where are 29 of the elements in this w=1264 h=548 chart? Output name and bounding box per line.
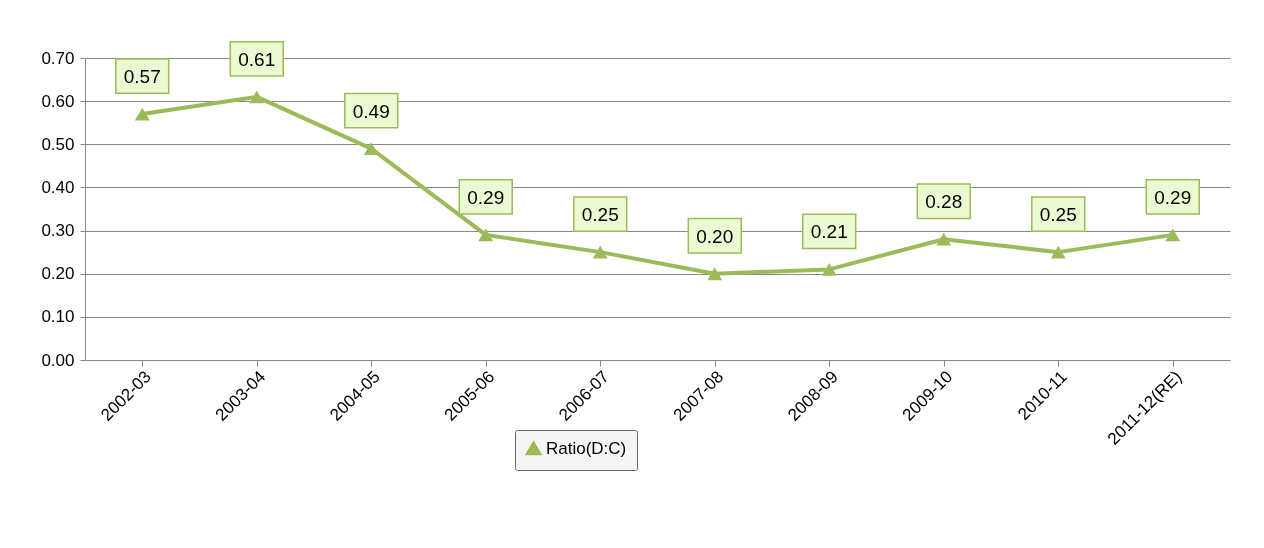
y-tick-label: 0.30 <box>41 221 75 241</box>
point <box>1165 228 1181 242</box>
y-tick-label: 0.20 <box>41 264 75 284</box>
data-label: 0.29 <box>467 186 505 208</box>
data-label: 0.28 <box>925 191 963 213</box>
y-tick-label: 0.60 <box>41 91 75 111</box>
point <box>363 142 379 156</box>
y-tick-label: 0.00 <box>41 350 75 370</box>
y-tick-label: 0.10 <box>41 307 75 327</box>
y-tick-label: 0.50 <box>41 134 75 154</box>
point <box>478 228 494 242</box>
point <box>592 245 608 259</box>
data-label: 0.25 <box>1039 204 1077 226</box>
y-tick-label: 0.40 <box>41 177 75 197</box>
point <box>1050 245 1066 259</box>
legend-label: Ratio(D:C) <box>546 438 627 458</box>
data-label: 0.25 <box>581 204 619 226</box>
data-label: 0.29 <box>1154 186 1192 208</box>
data-label: 0.61 <box>238 48 276 70</box>
point <box>936 232 952 246</box>
y-tick-label: 0.70 <box>41 48 75 68</box>
data-label: 0.57 <box>123 66 161 88</box>
point <box>821 262 837 276</box>
point <box>249 90 265 104</box>
point <box>134 107 150 121</box>
data-label: 0.20 <box>696 225 734 247</box>
data-label: 0.49 <box>352 100 390 122</box>
data-label: 0.21 <box>810 221 848 243</box>
point <box>707 267 723 281</box>
